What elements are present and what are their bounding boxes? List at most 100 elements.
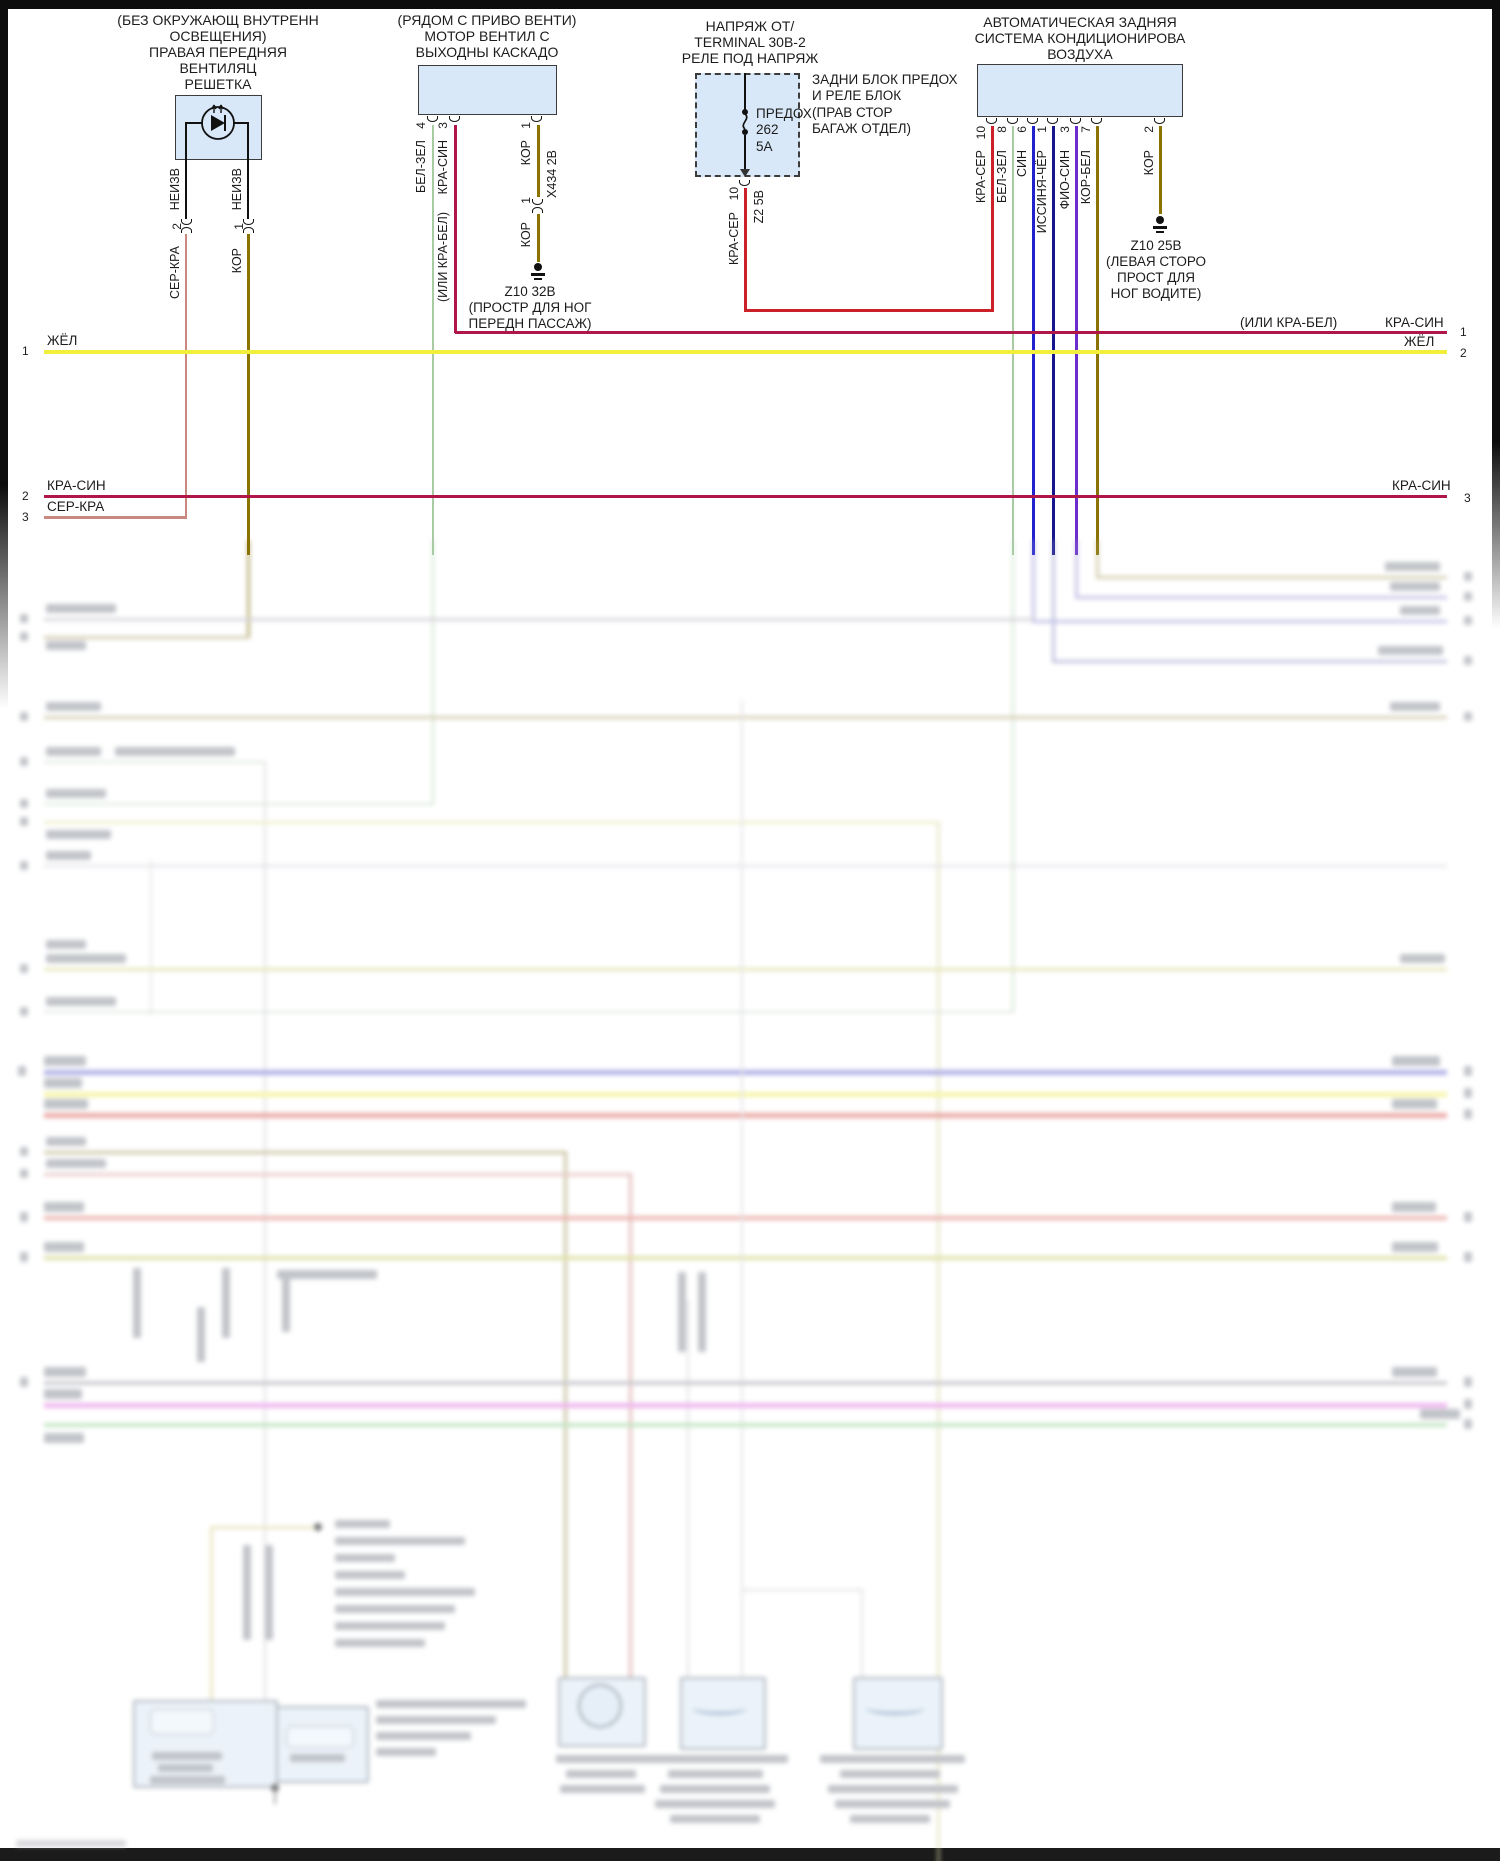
grille-title-line: ОСВЕЩЕНИЯ)	[169, 28, 267, 44]
fuse-side-note-line: БАГАЖ ОТДЕЛ)	[812, 121, 911, 137]
bus-kra-sin-upper	[455, 331, 1447, 334]
blurred-label	[840, 1770, 940, 1778]
blurred-note-line	[335, 1520, 390, 1528]
bus-number: 2	[1460, 346, 1467, 360]
blurred-label	[1420, 1409, 1460, 1419]
ground-icon	[534, 263, 542, 271]
ground-note-line: ПРОСТ ДЛЯ	[1117, 270, 1195, 285]
blurred-wire	[44, 1403, 1447, 1408]
blurred-label	[44, 1056, 86, 1066]
blurred-label	[1464, 1419, 1472, 1429]
blurred-label	[20, 817, 28, 826]
bus-wire-label: КРА-СИН	[47, 478, 106, 493]
blurred-label	[1400, 606, 1440, 615]
wire-ser-kra	[185, 234, 187, 518]
fan-motor-title-line: ВЫХОДНЫ КАСКАДО	[415, 44, 559, 60]
pin-number: 6	[1015, 126, 1029, 133]
blurred-wire	[564, 1151, 567, 1677]
bus-number: 1	[1460, 325, 1467, 339]
led-icon	[185, 104, 249, 160]
frame-right	[1492, 9, 1500, 629]
rear-ac-title-line: ВОЗДУХА	[1047, 46, 1113, 62]
fan-motor-box	[418, 65, 557, 115]
blurred-wire	[44, 1092, 1447, 1097]
splice-connector-icon	[243, 227, 254, 233]
blurred-wire	[741, 1589, 863, 1591]
pin-number: 1	[519, 122, 533, 129]
blurred-label	[560, 1785, 645, 1793]
blurred-label	[1385, 562, 1440, 571]
blurred-component-box	[680, 1677, 766, 1750]
pin-number: 3	[436, 122, 450, 129]
blurred-note-line	[376, 1716, 496, 1724]
blurred-label	[20, 861, 28, 870]
bus-wire-label: ЖЁЛ	[47, 333, 78, 348]
wire-label: КРА-СЕР	[974, 150, 988, 203]
blurred-label	[20, 632, 28, 641]
blurred-label	[46, 940, 86, 949]
blurred-label	[1464, 1088, 1472, 1098]
bus-number: 3	[1464, 491, 1471, 505]
wire-bel-zel	[432, 125, 434, 555]
blurred-wire	[937, 821, 940, 1861]
blurred-label	[1390, 702, 1440, 711]
blurred-label	[1464, 1377, 1472, 1387]
blurred-wire	[1032, 540, 1035, 622]
wire-kra-sin-vert	[454, 125, 457, 333]
wire-kor-vert2	[537, 214, 540, 262]
grille-lead-black	[247, 160, 249, 219]
blurred-vertical-label	[678, 1272, 686, 1352]
ground-note-line: ПЕРЕДН ПАССАЖ)	[468, 316, 592, 331]
splice-connector-icon	[181, 219, 192, 225]
ground-icon	[534, 278, 542, 280]
blurred-wire	[44, 821, 939, 824]
pin-number: 10	[727, 187, 741, 201]
frame-bottom	[0, 1848, 1500, 1861]
ground-label: Z10 32В (ПРОСТР ДЛЯ НОГ ПЕРЕДН ПАССАЖ)	[450, 284, 610, 332]
pin-connector-icon	[1027, 118, 1038, 124]
blurred-label	[1392, 1367, 1437, 1377]
blurred-label	[46, 830, 111, 839]
blurred-label	[46, 1137, 86, 1146]
blurred-label	[44, 1433, 84, 1443]
blurred-note-line	[335, 1605, 455, 1613]
grille-title-line: ПРАВАЯ ПЕРЕДНЯЯ	[149, 44, 287, 60]
bus-number: 3	[22, 510, 29, 524]
pin-connector-icon	[1154, 118, 1165, 124]
blurred-wire	[1096, 540, 1099, 578]
blurred-label	[648, 1755, 788, 1763]
blurred-wire	[44, 968, 1447, 971]
blurred-label	[46, 851, 91, 860]
blurred-wire	[1096, 576, 1447, 579]
blurred-label	[20, 757, 28, 766]
wire-kor-r	[1159, 126, 1162, 214]
ground-note-line: (ЛЕВАЯ СТОРО	[1105, 254, 1207, 269]
wire-kra-ser-h	[744, 309, 994, 312]
pin-number: 1	[1035, 126, 1049, 133]
wire-sin	[1032, 126, 1035, 555]
fan-motor-title-line: МОТОР ВЕНТИЛ С	[424, 28, 550, 44]
blurred-note-line	[376, 1700, 526, 1708]
blurred-label	[46, 997, 116, 1006]
blurred-label	[20, 964, 28, 973]
ground-id: Z10 25В	[1130, 238, 1182, 253]
pin-connector-icon	[1007, 118, 1018, 124]
inline-connector-icon	[532, 207, 543, 213]
pin-connector-icon	[739, 180, 750, 186]
wire-label: БЕЛ-ЗЕЛ	[995, 150, 1009, 203]
fuse-side-note-line: (ПРАВ СТОР	[812, 104, 893, 120]
blurred-wire	[1075, 540, 1078, 598]
wire-label: КРА-СЕР	[727, 212, 741, 265]
blurred-junction-dot	[314, 1523, 322, 1531]
blurred-label	[668, 1770, 763, 1778]
blurred-label	[20, 799, 28, 808]
wire-fio-sin	[1075, 126, 1078, 555]
blurred-note-line	[376, 1732, 471, 1740]
blurred-wire	[44, 1151, 567, 1154]
blurred-wire	[264, 761, 266, 1701]
grille-title-line: (БЕЗ ОКРУЖАЮЩ ВНУТРЕНН	[117, 12, 319, 28]
grille-title-line: ВЕНТИЛЯЦ	[179, 60, 257, 76]
blurred-vertical-label	[133, 1268, 141, 1338]
blurred-label	[820, 1755, 965, 1763]
ground-icon	[531, 273, 545, 276]
